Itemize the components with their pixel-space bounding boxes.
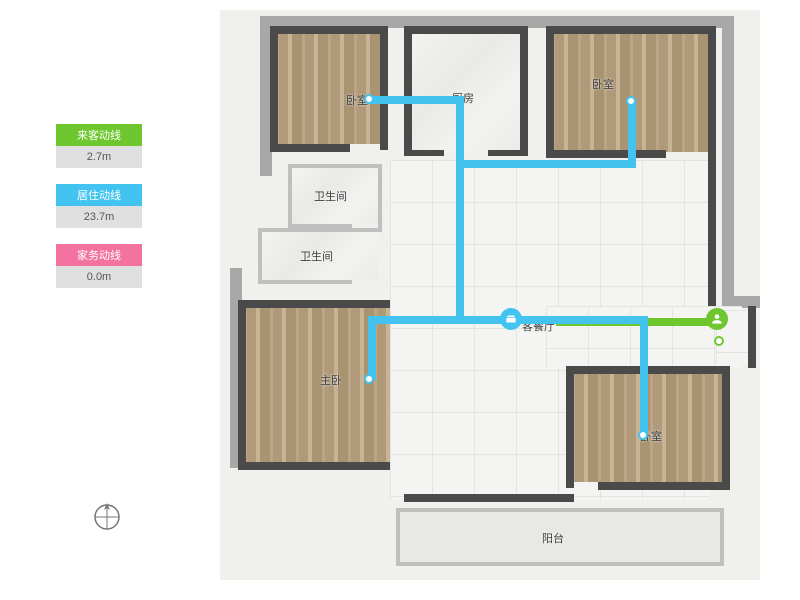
node-entrance (706, 308, 728, 330)
path-endpoint (626, 96, 636, 106)
wall (270, 144, 350, 152)
wall-thin (258, 228, 262, 284)
wall (598, 482, 730, 490)
path-resident (628, 100, 636, 166)
path-resident (368, 316, 376, 380)
label-balcony: 阳台 (542, 530, 564, 546)
legend-chore: 家务动线 0.0m (56, 244, 142, 288)
wall (380, 26, 388, 150)
wall (488, 150, 528, 156)
path-resident (456, 160, 636, 168)
wall-thin (396, 508, 400, 566)
wall-thin (396, 562, 724, 566)
wall (566, 366, 574, 488)
label-bedroom-tr: 卧室 (592, 76, 614, 92)
compass-icon (90, 500, 124, 534)
path-resident (368, 96, 464, 104)
wall (404, 494, 574, 502)
legend-guest: 来客动线 2.7m (56, 124, 142, 168)
wall (520, 26, 528, 156)
label-bath1: 卫生间 (314, 188, 347, 204)
path-resident (456, 96, 464, 324)
wall (546, 150, 666, 158)
wall (238, 462, 402, 470)
wall (708, 156, 716, 306)
wall (404, 150, 444, 156)
wall (748, 306, 756, 368)
legend-chore-value: 0.0m (56, 266, 142, 288)
wall (238, 300, 246, 468)
wall-thin (396, 508, 724, 512)
path-resident (640, 316, 648, 434)
label-bath2: 卫生间 (300, 248, 333, 264)
wall-thin (288, 164, 382, 168)
path-endpoint (364, 374, 374, 384)
floor-plan: 卧室 厨房 卧室 卫生间 卫生间 主卧 客餐厅 卧室 阳台 (220, 10, 760, 580)
room-bedroom-tl (276, 32, 382, 144)
legend-resident-value: 23.7m (56, 206, 142, 228)
legend-chore-label: 家务动线 (56, 244, 142, 266)
label-master: 主卧 (320, 372, 342, 388)
wall (404, 26, 528, 34)
path-endpoint (714, 336, 724, 346)
node-living (500, 308, 522, 330)
wall (270, 26, 278, 150)
legend: 来客动线 2.7m 居住动线 23.7m 家务动线 0.0m (56, 124, 142, 304)
wall (404, 26, 412, 156)
wall-thin (258, 280, 352, 284)
path-endpoint (638, 430, 648, 440)
wall (546, 26, 714, 34)
path-endpoint (364, 94, 374, 104)
legend-resident: 居住动线 23.7m (56, 184, 142, 228)
wall-thin (258, 228, 382, 232)
wall (270, 26, 388, 34)
wall-thin (720, 508, 724, 566)
wall-thin (288, 164, 292, 228)
legend-guest-label: 来客动线 (56, 124, 142, 146)
wall (708, 26, 716, 156)
legend-resident-label: 居住动线 (56, 184, 142, 206)
wall (722, 366, 730, 488)
wall (238, 300, 402, 308)
wall (546, 26, 554, 156)
slab-outline (722, 16, 734, 296)
legend-guest-value: 2.7m (56, 146, 142, 168)
wall-thin (378, 164, 382, 228)
